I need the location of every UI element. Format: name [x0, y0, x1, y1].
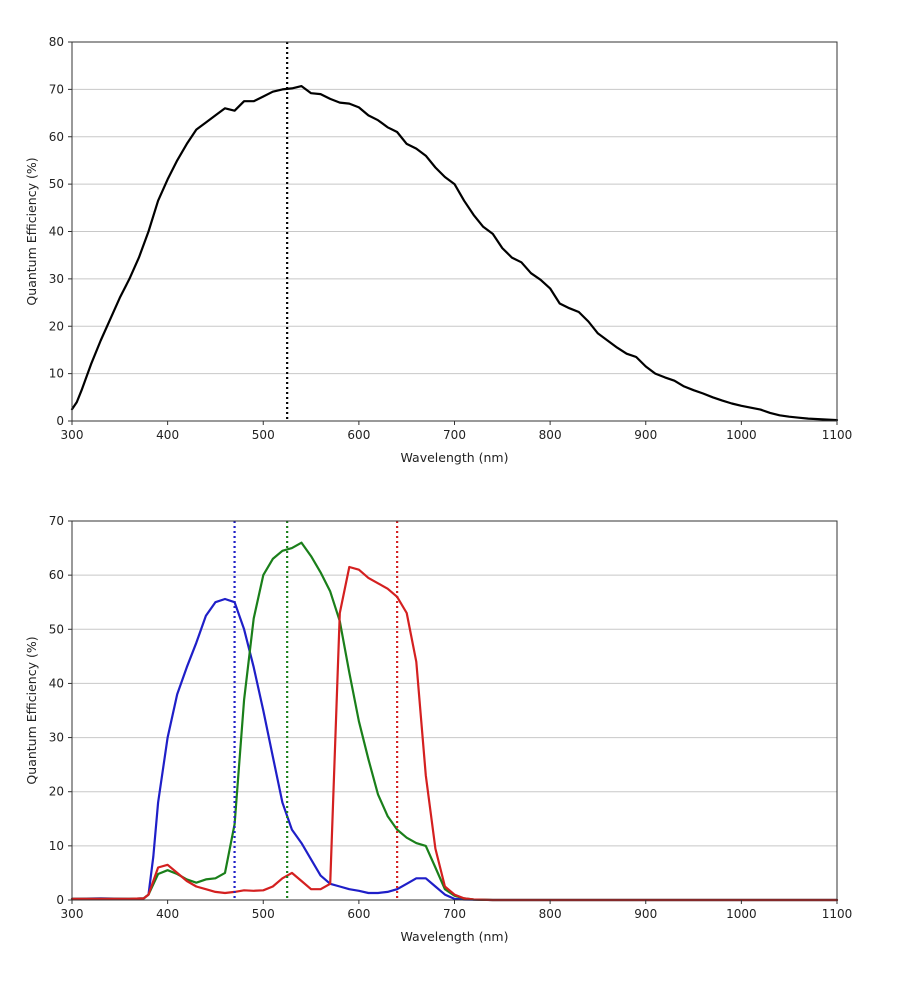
chart-panel-2: 300 400 500 600 700 800 900 1000 1100 0 10 20 30 40 50…	[24, 514, 852, 944]
x-tick-label: 400	[156, 907, 179, 921]
x-tick-label: 300	[61, 428, 84, 442]
y-tick-label: 40	[49, 225, 64, 239]
y-tick-label: 80	[49, 35, 64, 49]
x-tick-label: 700	[443, 428, 466, 442]
x-tick-label: 900	[634, 907, 657, 921]
y-tick-label: 50	[49, 622, 64, 636]
y-tick-label: 30	[49, 731, 64, 745]
y-tick-label: 0	[56, 893, 64, 907]
series-line-blue	[70, 597, 839, 902]
x-tick-label: 1100	[822, 428, 853, 442]
x-tick-label: 300	[61, 907, 84, 921]
y-tick-label: 50	[49, 177, 64, 191]
y-tick-label: 10	[49, 839, 64, 853]
x-tick-label: 600	[347, 428, 370, 442]
y-tick-label: 20	[49, 319, 64, 333]
y-tick-label: 10	[49, 367, 64, 381]
x-tick-label: 800	[539, 907, 562, 921]
x-tick-label: 600	[347, 907, 370, 921]
y-tick-label: 0	[56, 414, 64, 428]
y-tick-label: 30	[49, 272, 64, 286]
y-axis-label: Quantum Efficiency (%)	[24, 157, 39, 305]
x-tick-label: 1000	[726, 428, 757, 442]
y-tick-label: 70	[49, 514, 64, 528]
x-tick-label: 1000	[726, 907, 757, 921]
x-tick-label: 700	[443, 907, 466, 921]
y-tick-label: 60	[49, 568, 64, 582]
series-line-mono-qe	[70, 84, 839, 422]
y-tick-label: 70	[49, 82, 64, 96]
x-tick-label: 1100	[822, 907, 853, 921]
x-tick-label: 900	[634, 428, 657, 442]
y-axis-label: Quantum Efficiency (%)	[24, 636, 39, 784]
y-tick-label: 60	[49, 130, 64, 144]
series-line-red	[70, 565, 839, 902]
x-tick-label: 400	[156, 428, 179, 442]
chart-panel-1: 300 400 500 600 700 800 900 1000 1100 0 10 20 30 40 50…	[24, 35, 852, 465]
y-tick-label: 40	[49, 676, 64, 690]
x-axis-label: Wavelength (nm)	[401, 450, 509, 465]
x-tick-label: 500	[252, 907, 275, 921]
x-tick-label: 800	[539, 428, 562, 442]
x-axis-label: Wavelength (nm)	[401, 929, 509, 944]
x-tick-label: 500	[252, 428, 275, 442]
y-tick-label: 20	[49, 785, 64, 799]
